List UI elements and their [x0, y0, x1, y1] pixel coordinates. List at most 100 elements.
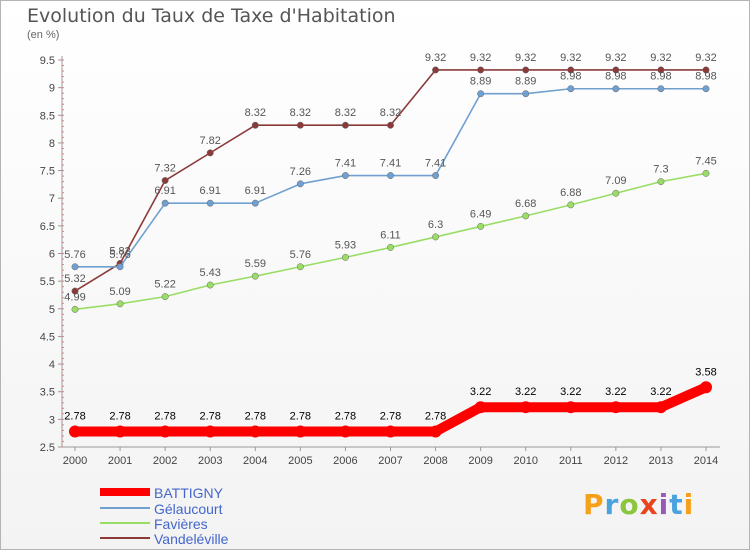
y-tick-label: 9	[49, 83, 55, 95]
data-label: 9.32	[470, 52, 491, 64]
y-tick-label: 5	[49, 304, 55, 316]
y-tick-label: 7.5	[40, 166, 55, 178]
y-tick-label: 2.5	[40, 442, 55, 454]
data-point	[251, 199, 259, 207]
data-label: 8.89	[470, 76, 491, 88]
data-point	[522, 212, 530, 220]
data-label: 5.59	[245, 258, 266, 270]
legend-label: Vandeléville	[154, 531, 229, 547]
logo-letter: t	[669, 488, 684, 521]
data-point	[206, 281, 214, 289]
data-label: 3.22	[650, 386, 671, 398]
data-point	[609, 401, 622, 414]
data-label: 8.32	[335, 107, 356, 119]
data-label: 4.99	[64, 291, 85, 303]
data-label: 2.78	[109, 411, 130, 423]
series-Vandeléville: 5.32 5.82 7.32 7.82 8.32 8.32 8.32 8.32 9.32 9.32…	[64, 52, 717, 295]
data-point	[477, 90, 485, 98]
data-label: 2.78	[425, 411, 446, 423]
data-point	[387, 172, 394, 179]
data-label: 7.32	[154, 163, 175, 175]
x-tick-label: 2002	[153, 455, 177, 467]
data-label: 6.91	[200, 185, 221, 197]
logo-letter: o	[619, 488, 640, 521]
data-point	[474, 401, 487, 414]
data-point	[387, 121, 394, 129]
data-point	[71, 263, 79, 271]
data-point	[432, 172, 440, 179]
data-label: 2.78	[335, 411, 356, 423]
legend-label: BATTIGNY	[154, 485, 224, 501]
data-point	[700, 381, 712, 394]
data-point	[296, 263, 304, 271]
logo-letter: r	[604, 488, 620, 521]
data-point	[567, 85, 575, 93]
data-label: 5.82	[109, 245, 130, 257]
data-point	[341, 253, 349, 261]
data-label: 3.22	[470, 386, 491, 398]
data-point	[519, 401, 532, 414]
data-label: 2.78	[290, 411, 311, 423]
data-label: 8.89	[515, 76, 536, 88]
data-point	[657, 85, 665, 93]
x-tick-label: 2011	[559, 455, 583, 467]
data-point	[69, 425, 81, 438]
data-point	[702, 169, 710, 177]
data-label: 8.98	[560, 71, 581, 83]
data-label: 3.58	[695, 366, 716, 378]
data-point	[564, 401, 577, 414]
x-tick-label: 2003	[198, 455, 222, 467]
data-label: 8.98	[650, 71, 671, 83]
x-tick-label: 2010	[513, 455, 537, 467]
data-point	[296, 121, 304, 129]
y-tick-label: 6	[49, 249, 55, 261]
data-point	[567, 66, 575, 74]
data-point	[477, 66, 485, 74]
data-point	[116, 263, 124, 271]
x-tick-label: 2008	[423, 455, 447, 467]
y-tick-label: 8.5	[40, 110, 55, 122]
logo-letter: P	[583, 488, 605, 521]
data-label: 5.09	[109, 286, 130, 298]
data-point	[429, 425, 442, 438]
data-point	[522, 66, 530, 74]
legend-label: Favières	[154, 516, 208, 532]
data-label: 2.78	[200, 411, 221, 423]
data-point	[702, 85, 710, 93]
data-point	[339, 425, 352, 438]
y-tick-label: 5.5	[40, 276, 55, 288]
data-point	[432, 233, 440, 241]
x-tick-label: 2006	[333, 455, 357, 467]
data-label: 5.22	[154, 279, 175, 291]
data-label: 6.91	[245, 185, 266, 197]
data-label: 8.98	[695, 71, 716, 83]
data-label: 6.49	[470, 208, 491, 220]
data-point	[159, 425, 172, 438]
data-point	[251, 272, 259, 280]
proxiti-logo: Proxiti	[583, 488, 694, 521]
data-point	[522, 90, 530, 98]
data-label: 6.88	[560, 187, 581, 199]
series-Favières: 4.99 5.09 5.22 5.43 5.59 5.76 5.93 6.11 6.3 6.49 6…	[64, 155, 717, 313]
data-point	[206, 149, 214, 157]
data-label: 6.91	[154, 185, 175, 197]
legend-label: Gélaucourt	[154, 501, 223, 517]
y-tick-label: 4	[49, 359, 55, 371]
y-tick-label: 7	[49, 193, 55, 205]
series-Gélaucourt: 5.76 5.76 6.91 6.91 6.91 7.26 7.41 7.41 7.41 8.89…	[64, 71, 717, 271]
data-point	[612, 189, 620, 197]
data-point	[657, 66, 665, 74]
data-label: 5.32	[64, 273, 85, 285]
data-point	[294, 425, 307, 438]
data-point	[387, 243, 394, 251]
data-point	[612, 85, 620, 93]
data-label: 6.68	[515, 198, 536, 210]
x-tick-label: 2007	[378, 455, 402, 467]
data-label: 3.22	[605, 386, 626, 398]
data-label: 5.93	[335, 239, 356, 251]
data-point	[384, 425, 397, 438]
data-label: 8.98	[605, 71, 626, 83]
